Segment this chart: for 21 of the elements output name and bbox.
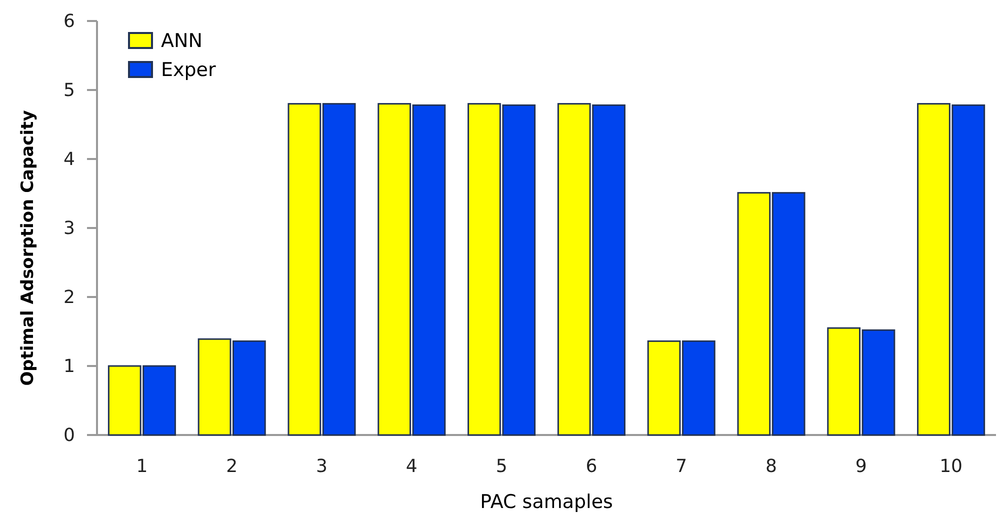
x-tick-label: 5 xyxy=(496,456,508,478)
legend-label: Exper xyxy=(161,59,216,81)
x-tick-label: 9 xyxy=(855,456,867,478)
x-tick-label: 6 xyxy=(586,456,598,478)
x-tick-label: 2 xyxy=(226,456,238,478)
x-tick-label: 4 xyxy=(406,456,418,478)
legend-label: ANN xyxy=(161,30,202,52)
y-tick-label: 5 xyxy=(64,80,75,101)
y-tick-label: 3 xyxy=(64,218,75,239)
x-tick-label: 7 xyxy=(676,456,688,478)
y-tick-label: 0 xyxy=(64,424,75,446)
y-tick-label: 1 xyxy=(64,356,75,377)
x-axis-title: PAC samaples xyxy=(480,491,613,513)
x-tick-label: 10 xyxy=(940,456,963,478)
y-tick-label: 2 xyxy=(64,286,75,308)
x-tick-label: 1 xyxy=(136,456,148,478)
x-tick-label: 8 xyxy=(766,456,777,478)
y-tick-label: 4 xyxy=(64,148,75,170)
y-axis-title: Optimal Adsorption Capacity xyxy=(18,110,38,386)
y-tick-label: 6 xyxy=(64,10,75,32)
x-tick-label: 3 xyxy=(316,456,328,478)
